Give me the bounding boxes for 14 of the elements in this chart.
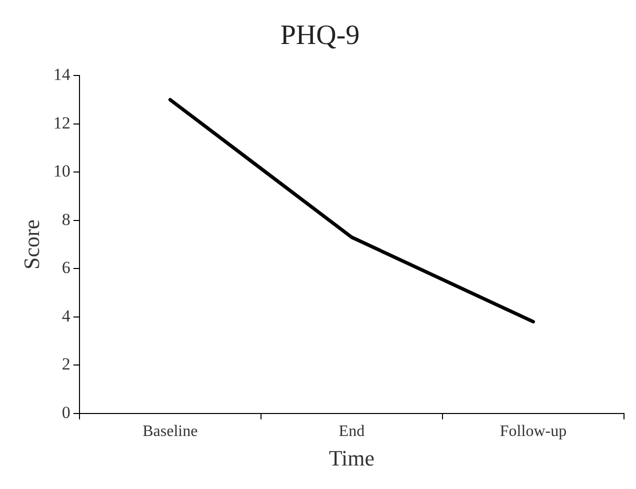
y-tick-label: 14: [53, 65, 71, 84]
y-tick-label: 8: [62, 210, 70, 229]
x-axis-title: Time: [328, 446, 375, 471]
y-tick-label: 0: [62, 402, 70, 422]
chart-title: PHQ-9: [280, 20, 360, 52]
y-tick-label: 12: [53, 113, 70, 132]
y-tick-label: 6: [62, 258, 70, 278]
x-tick-label: End: [338, 423, 365, 440]
y-tick-label: 10: [53, 162, 70, 181]
x-tick-label: Follow-up: [500, 423, 567, 440]
y-axis-title: Score: [18, 219, 44, 270]
y-tick-label: 2: [62, 354, 70, 374]
x-tick-label: Baseline: [142, 423, 198, 440]
y-tick-label: 4: [62, 306, 71, 326]
